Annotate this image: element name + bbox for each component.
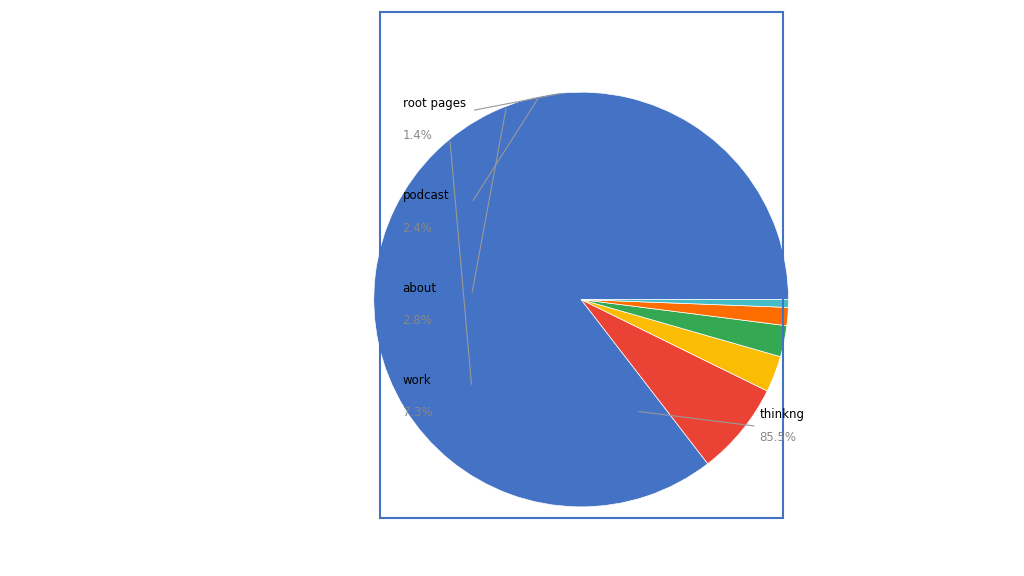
Wedge shape: [582, 300, 788, 326]
Text: 2.8%: 2.8%: [402, 314, 432, 327]
Wedge shape: [582, 300, 788, 308]
Wedge shape: [582, 300, 786, 357]
Text: work: work: [402, 374, 431, 386]
Wedge shape: [582, 300, 780, 391]
Text: 2.4%: 2.4%: [402, 222, 432, 234]
Wedge shape: [374, 92, 788, 507]
Text: podcast: podcast: [402, 190, 450, 202]
Text: about: about: [402, 282, 436, 294]
Text: 85.5%: 85.5%: [760, 431, 797, 444]
Text: thinkng: thinkng: [760, 408, 805, 421]
Text: 1.4%: 1.4%: [402, 130, 432, 142]
Text: 7.3%: 7.3%: [402, 406, 432, 419]
Wedge shape: [582, 300, 767, 464]
Text: root pages: root pages: [402, 97, 466, 110]
Bar: [380, 12, 782, 518]
